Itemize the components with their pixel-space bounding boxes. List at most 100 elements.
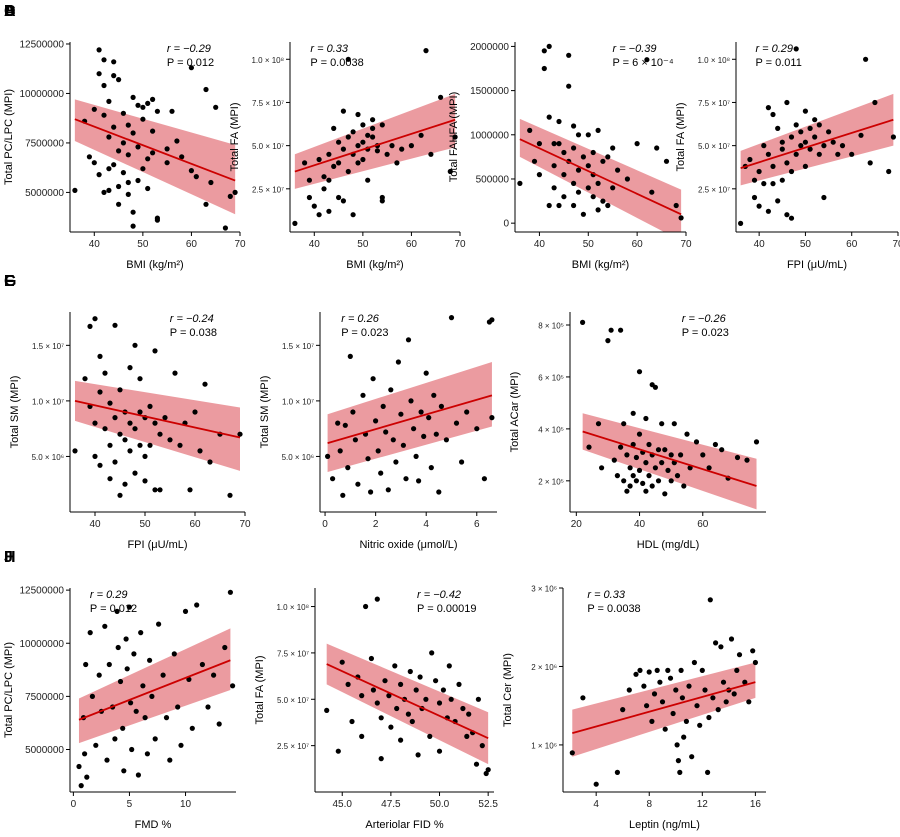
data-point (138, 630, 144, 636)
data-point (481, 476, 487, 482)
x-axis-label: Nitric oxide (μmol/L) (359, 539, 457, 551)
data-point (375, 448, 381, 454)
y-tick-label: 3 × 10⁶ (531, 585, 557, 594)
data-point (106, 187, 112, 193)
data-point (395, 359, 401, 365)
data-point (571, 145, 577, 151)
data-point (551, 163, 557, 169)
x-tick-label: 4 (593, 799, 599, 810)
data-point (107, 476, 113, 482)
data-point (423, 48, 429, 54)
y-axis-label: Total PC/LPC (MPI) (3, 89, 15, 185)
data-point (433, 678, 439, 684)
data-point (475, 696, 481, 702)
y-tick-label: 0 (503, 219, 509, 230)
data-point (340, 198, 346, 204)
data-point (152, 420, 158, 426)
data-point (125, 122, 131, 128)
data-point (171, 651, 177, 657)
data-point (575, 189, 582, 195)
data-point (438, 403, 444, 409)
data-point (316, 212, 322, 218)
data-point (388, 724, 394, 730)
data-point (719, 447, 725, 453)
y-tick-label: 2.5 × 10⁷ (698, 185, 730, 194)
data-point (765, 151, 772, 157)
data-point (316, 156, 322, 163)
data-point (360, 156, 366, 163)
data-point (663, 158, 670, 164)
data-point (378, 715, 384, 721)
data-point (374, 596, 380, 602)
data-point (227, 193, 233, 199)
data-point (142, 453, 148, 459)
data-point (668, 452, 674, 458)
data-point (681, 734, 687, 740)
data-point (102, 370, 108, 376)
data-point (585, 132, 591, 138)
x-tick-label: 70 (454, 239, 466, 250)
data-point (106, 98, 112, 104)
data-point (636, 431, 643, 437)
r-value: r = 0.33 (310, 43, 348, 55)
confidence-band (327, 362, 492, 472)
data-point (751, 194, 758, 201)
data-point (355, 143, 361, 149)
data-point (621, 478, 627, 484)
r-value: r = 0.26 (341, 313, 379, 325)
data-point (446, 663, 452, 669)
data-point (96, 672, 102, 678)
data-point (91, 160, 97, 166)
data-point (149, 693, 155, 700)
data-point (189, 725, 195, 731)
x-tick-label: 70 (680, 239, 692, 250)
data-point (775, 125, 781, 131)
data-point (867, 160, 873, 166)
data-point (370, 134, 376, 140)
data-point (135, 102, 141, 108)
y-axis-label: Total SM (MPI) (9, 376, 21, 449)
data-point (179, 154, 185, 160)
data-point (117, 678, 124, 685)
y-tick-label: 7.5 × 10⁷ (277, 649, 309, 658)
data-point (710, 695, 716, 701)
data-point (373, 418, 379, 424)
data-point (659, 460, 665, 466)
data-point (132, 426, 138, 432)
confidence-band (75, 380, 240, 471)
data-point (152, 348, 158, 354)
y-axis-label: Total FAHFA (MPI) (448, 92, 460, 182)
data-point (649, 189, 655, 195)
data-point (326, 177, 332, 183)
p-value: P = 0.0038 (587, 603, 640, 615)
data-point (742, 679, 748, 685)
data-point (427, 733, 433, 740)
data-point (802, 108, 809, 114)
data-point (489, 317, 495, 323)
data-point (405, 337, 412, 343)
data-point (83, 661, 89, 668)
data-point (651, 691, 658, 697)
data-point (197, 448, 203, 454)
data-point (872, 99, 878, 106)
data-point (116, 201, 122, 207)
data-point (644, 703, 650, 709)
data-point (162, 415, 168, 421)
data-point (646, 473, 652, 479)
data-point (674, 742, 680, 748)
data-point (89, 693, 95, 700)
data-point (614, 769, 621, 776)
data-point (111, 162, 117, 168)
data-point (779, 177, 785, 183)
data-point (652, 465, 659, 471)
data-point (728, 636, 735, 642)
data-point (659, 421, 665, 427)
regression-line (294, 118, 456, 173)
data-point (731, 691, 737, 697)
data-point (211, 672, 217, 678)
data-point (326, 151, 332, 157)
panel-c: C 40 50 60 70 0 500000 1000000 1500000 2000000 BMI… (4, 3, 692, 271)
data-point (426, 415, 432, 421)
data-point (130, 223, 136, 229)
data-point (630, 441, 636, 448)
